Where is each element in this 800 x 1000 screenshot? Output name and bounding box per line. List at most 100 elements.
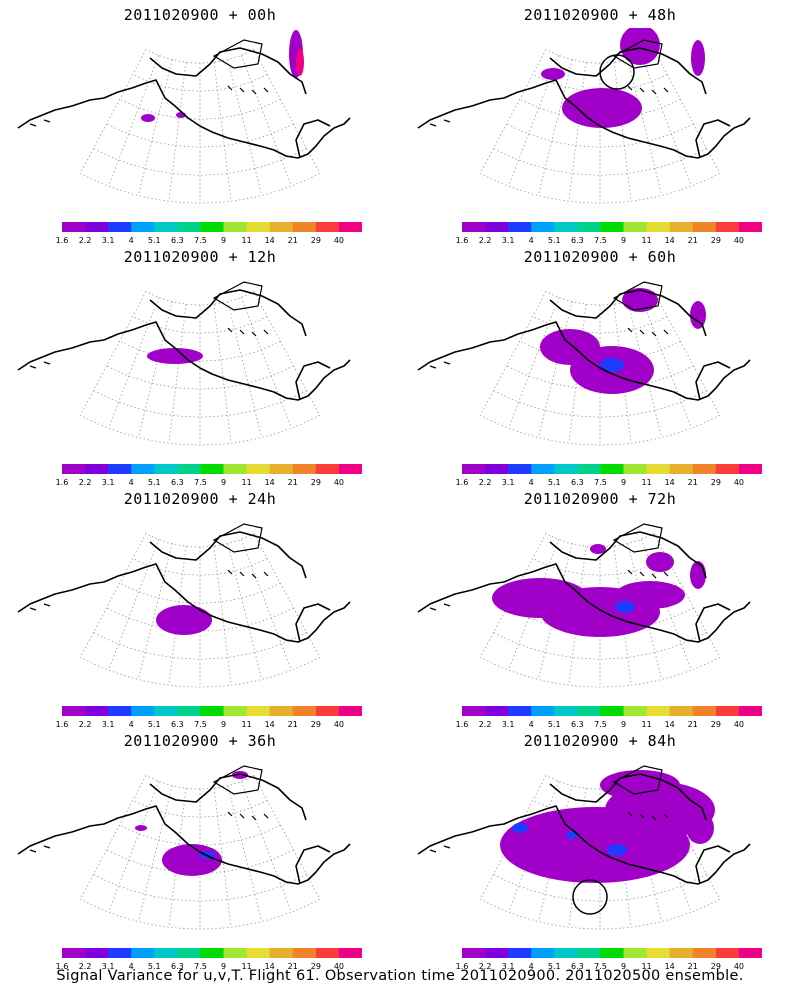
colorbar-tick-label: 40 [333, 720, 345, 729]
forecast-panel: 2011020900 + 12h 1.6 2.2 3.1 4 5.1 6.3 7.5 9 11 14… [0, 242, 400, 490]
colorbar-tick-label: 21 [687, 236, 698, 245]
colorbar-tick-label: 3.1 [501, 236, 515, 245]
colorbar-swatch [315, 222, 340, 232]
colorbar [62, 948, 362, 958]
colorbar-tick-label: 11 [641, 962, 652, 971]
colorbar-tick-label: 29 [310, 720, 321, 729]
colorbar-swatch [554, 706, 578, 716]
colorbar-swatch [623, 222, 647, 232]
colorbar-swatch [485, 948, 509, 958]
signal-contour [622, 288, 658, 312]
colorbar-swatch [600, 948, 624, 958]
colorbar-swatch [577, 706, 601, 716]
colorbar-swatch [292, 464, 317, 474]
signal-contour [541, 68, 565, 80]
colorbar-swatch [554, 222, 578, 232]
colorbar-tick-label: 6.3 [171, 478, 184, 487]
polar-map [17, 523, 351, 688]
colorbar [62, 222, 362, 232]
colorbar-tick-label: 29 [310, 236, 321, 245]
colorbar-swatch [485, 706, 509, 716]
signal-contour [690, 561, 706, 589]
colorbar-tick-label: 14 [664, 962, 675, 971]
colorbar-swatch [600, 222, 624, 232]
colorbar-tick-label: 40 [733, 236, 745, 245]
colorbar-tick-label: 3.1 [501, 720, 515, 729]
colorbar-swatch [269, 706, 294, 716]
colorbar [62, 706, 362, 716]
colorbar-swatch [508, 948, 532, 958]
colorbar-tick-label: 5.1 [547, 720, 561, 729]
colorbar-tick-label: 14 [264, 478, 275, 487]
colorbar-swatch [62, 948, 86, 958]
colorbar-swatch [200, 464, 224, 474]
colorbar-tick-label: 7.5 [594, 236, 607, 245]
colorbar-swatch [269, 222, 294, 232]
colorbar [462, 222, 762, 232]
colorbar-swatch [154, 948, 178, 958]
colorbar-swatch [292, 706, 317, 716]
colorbar-tick-label: 14 [664, 478, 675, 487]
colorbar-tick-label: 7.5 [594, 478, 607, 487]
signal-contour [141, 114, 155, 122]
colorbar-tick-label: 9 [220, 236, 227, 245]
forecast-panel: 2011020900 + 00h 1.6 2.2 3.1 4 5.1 6.3 7.5 9 11 14… [0, 0, 400, 248]
colorbar-swatch [223, 706, 247, 716]
colorbar-swatch [315, 948, 340, 958]
colorbar-tick-label: 21 [687, 962, 698, 971]
panel-title: 2011020900 + 24h [123, 490, 277, 508]
coastline [17, 773, 351, 885]
signal-field [141, 30, 304, 122]
colorbar-tick-label: 4 [528, 720, 534, 729]
colorbar-swatch [508, 464, 532, 474]
colorbar-swatch [315, 706, 340, 716]
colorbar-labels: 1.6 2.2 3.1 4 5.1 6.3 7.5 9 11 14 21 29 40 [456, 720, 762, 730]
colorbar-swatch [738, 464, 762, 474]
colorbar-tick-label: 5.1 [547, 236, 561, 245]
colorbar-swatch [623, 464, 647, 474]
colorbar-tick-label: 6.3 [571, 478, 584, 487]
colorbar-swatch [715, 464, 740, 474]
colorbar-swatch [577, 948, 601, 958]
colorbar-tick-label: 40 [733, 478, 745, 487]
colorbar-tick-label: 4 [528, 962, 534, 971]
colorbar-swatch [292, 948, 317, 958]
colorbar-tick-label: 4 [128, 720, 134, 729]
colorbar-tick-label: 3.1 [501, 478, 515, 487]
colorbar-labels: 1.6 2.2 3.1 4 5.1 6.3 7.5 9 11 14 21 29 40 [56, 478, 362, 488]
signal-field [156, 605, 212, 635]
colorbar-swatch [577, 222, 601, 232]
colorbar-tick-label: 2.2 [478, 720, 492, 729]
colorbar-swatch [669, 464, 694, 474]
colorbar-tick-label: 29 [710, 236, 721, 245]
colorbar-swatch [246, 948, 270, 958]
polar-map [17, 765, 351, 930]
coastline [417, 531, 751, 643]
colorbar-tick-label: 14 [664, 236, 675, 245]
colorbar-swatch [738, 948, 762, 958]
signal-contour [232, 771, 248, 779]
colorbar-swatch [131, 464, 155, 474]
colorbar-tick-label: 40 [333, 236, 345, 245]
polar-map [417, 523, 751, 688]
colorbar-tick-label: 29 [310, 478, 321, 487]
signal-contour [607, 844, 627, 856]
colorbar-tick-label: 7.5 [194, 962, 207, 971]
colorbar-tick-label: 11 [241, 962, 252, 971]
colorbar-tick-label: 5.1 [147, 962, 161, 971]
colorbar-tick-label: 5.1 [147, 478, 161, 487]
colorbar-swatch [738, 222, 762, 232]
colorbar-tick-label: 40 [333, 478, 345, 487]
island-outlines [29, 281, 269, 369]
colorbar-swatch [246, 222, 270, 232]
colorbar-swatch [692, 464, 717, 474]
colorbar-tick-label: 9 [620, 236, 627, 245]
colorbar-swatch [223, 948, 247, 958]
colorbar-swatch [85, 464, 109, 474]
colorbar-tick-label: 6.3 [571, 962, 584, 971]
colorbar-tick-label: 7.5 [194, 720, 207, 729]
signal-contour [615, 581, 685, 609]
colorbar-tick-label: 9 [620, 962, 627, 971]
colorbar-swatch [692, 222, 717, 232]
island-outlines [429, 765, 669, 853]
